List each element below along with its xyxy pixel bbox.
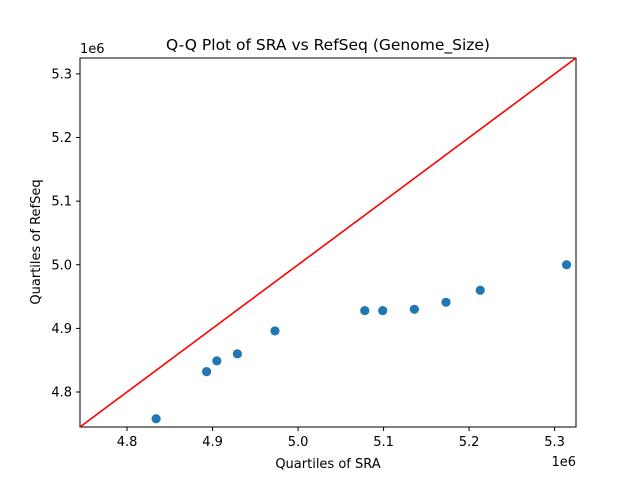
y-axis-ticks: 4.8 4.9 5.0 5.1 5.2 5.3 (51, 67, 80, 401)
x-axis-title: Quartiles of SRA (275, 457, 380, 472)
scatter-points (151, 260, 572, 424)
plot-area (79, 57, 577, 428)
plot-frame (79, 57, 577, 428)
reference-line (80, 58, 576, 427)
data-point (270, 326, 280, 336)
reference-line-layer (80, 58, 576, 427)
data-point (360, 305, 370, 316)
x-axis-offset-label: 1e6 (551, 455, 576, 470)
data-point (409, 304, 419, 314)
x-axis-ticks: 4.8 4.9 5.0 5.1 5.2 5.3 (117, 427, 565, 450)
y-tick-label: 5.0 (51, 258, 72, 273)
x-tick-label: 5.0 (288, 435, 309, 450)
data-point (232, 349, 242, 359)
y-tick-label: 5.1 (51, 195, 72, 210)
x-tick-label: 5.1 (373, 435, 394, 450)
y-tick-label: 5.2 (51, 131, 72, 146)
x-tick-label: 5.2 (459, 435, 480, 450)
y-tick-label: 5.3 (51, 67, 72, 82)
chart-title: Q-Q Plot of SRA vs RefSeq (Genome_Size) (166, 36, 490, 55)
data-point (201, 367, 212, 377)
data-point (378, 305, 388, 316)
x-tick-label: 5.3 (544, 435, 565, 450)
data-point (212, 356, 222, 366)
y-tick-label: 4.8 (51, 386, 72, 401)
x-tick-label: 4.8 (117, 435, 138, 450)
data-point (475, 285, 485, 295)
y-tick-label: 4.9 (51, 322, 72, 337)
x-tick-label: 4.9 (202, 435, 223, 450)
data-point (151, 414, 161, 424)
data-point (441, 297, 451, 307)
y-axis-offset-label: 1e6 (80, 42, 105, 57)
data-point (561, 260, 572, 270)
y-axis-title: Quartiles of RefSeq (29, 179, 44, 304)
